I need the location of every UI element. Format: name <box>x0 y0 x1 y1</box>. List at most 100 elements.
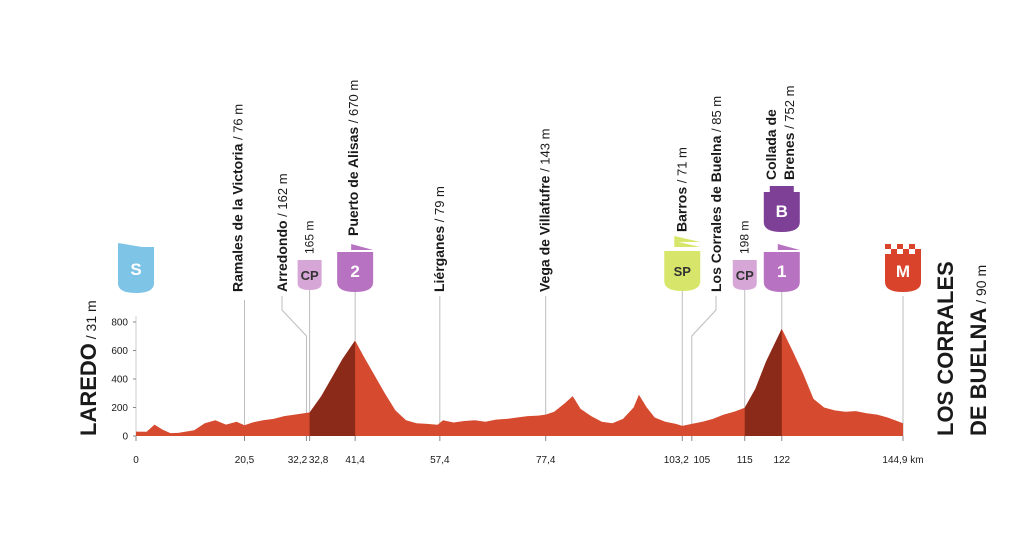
badge-flag-icon <box>777 244 800 250</box>
marker-guides <box>244 290 904 436</box>
checkered-flag-icon <box>885 244 891 249</box>
badge-letter: M <box>896 262 910 281</box>
label-lierganes: Liérganes / 79 m <box>431 186 447 292</box>
x-axis-ticks: 0 20,5 32,2 32,8 41,4 57,4 77,4 103,2 105 115 122 1… <box>133 436 924 466</box>
marker-altitude: / 76 m <box>231 104 246 144</box>
start-finish-places: LAREDO / 31 m LOS CORRALES DE BUELNA / 90 … <box>76 261 991 436</box>
finish-place-label: LOS CORRALES <box>933 261 958 436</box>
badge-category-2-icon <box>337 252 374 292</box>
checkered-flag-icon <box>909 244 915 249</box>
finish-place-name: LOS CORRALES <box>933 261 958 436</box>
badge-finish-icon <box>885 252 921 292</box>
label-puerto-de-alisas: Puerto de Alisas / 670 m <box>345 80 361 236</box>
start-place-altitude: / 31 m <box>83 300 99 343</box>
finish-place-label-2: DE BUELNA / 90 m <box>966 265 991 436</box>
badge-flag-icon <box>674 241 701 247</box>
marker-name: Liérganes <box>431 226 447 292</box>
checkered-flag-icon <box>903 249 909 254</box>
marker-altitude: / 79 m <box>432 186 447 226</box>
guide-line <box>281 296 307 436</box>
badge-letter: CP <box>736 268 754 283</box>
marker-altitude: / 670 m <box>346 80 361 127</box>
checkered-flag-icon <box>915 249 921 254</box>
checkered-flag-icon <box>915 244 921 249</box>
marker-altitude: / 71 m <box>674 147 689 187</box>
badge-letter: CP <box>301 268 319 283</box>
label-barros: Barros / 71 m <box>673 147 689 232</box>
marker-name: Collada de <box>763 109 779 180</box>
x-tick-label: 0 <box>133 455 139 466</box>
finish-place-altitude: / 90 m <box>973 265 989 308</box>
marker-name: Arredondo <box>274 220 290 292</box>
y-axis: 0 200 400 600 800 <box>111 316 137 443</box>
badge-checkpoint-icon <box>297 260 322 290</box>
y-tick-label: 400 <box>111 375 128 386</box>
marker-name: Ramales de la Victoria <box>230 143 246 292</box>
badge-bonus-icon <box>763 192 800 232</box>
y-tick-label: 600 <box>111 346 128 357</box>
finish-place-name: DE BUELNA <box>966 308 991 436</box>
x-tick-label: 77,4 <box>536 455 556 466</box>
checkered-flag-icon <box>885 249 891 254</box>
badge-category-1-icon <box>763 252 800 292</box>
badge-letter: 2 <box>350 262 359 281</box>
marker-badges: S CP 2 SP CP 1 B M <box>118 186 921 293</box>
badge-letter: SP <box>674 264 692 279</box>
label-los-corrales-de-buelna: Los Corrales de Buelna / 85 m <box>708 96 724 292</box>
marker-altitude: / 143 m <box>538 129 553 176</box>
badge-sprint-icon <box>664 251 701 291</box>
checkered-flag-icon <box>903 244 909 249</box>
checkered-flag-icon <box>897 244 903 249</box>
x-tick-label: 41,4 <box>345 455 365 466</box>
badge-letter: 1 <box>777 262 786 281</box>
checkered-flag-icon <box>891 244 897 249</box>
label-collada-de-brenes: Collada de <box>763 109 779 180</box>
badge-letter: S <box>130 260 141 279</box>
marker-altitude: / 85 m <box>709 96 724 136</box>
marker-name: Barros <box>673 187 689 232</box>
checkpoint-altitude: 198 m <box>738 221 752 254</box>
checkpoint-altitude: 165 m <box>303 221 317 254</box>
climb-collada-de-brenes <box>744 328 782 436</box>
marker-labels: Ramales de la Victoria / 76 m Arredondo /… <box>230 80 797 292</box>
badge-start-icon <box>118 247 154 293</box>
x-tick-label: 115 <box>737 455 753 466</box>
y-tick-label: 0 <box>122 432 128 443</box>
start-place-label: LAREDO / 31 m <box>76 300 101 436</box>
badge-bonus-cap-icon <box>769 186 794 192</box>
checkered-flag-icon <box>891 249 897 254</box>
x-tick-label: 32,8 <box>309 455 329 466</box>
marker-name: Puerto de Alisas <box>345 127 361 236</box>
marker-altitude: / 752 m <box>782 86 797 133</box>
y-tick-label: 800 <box>111 318 128 329</box>
badge-flag-icon <box>674 236 701 242</box>
badge-letter: B <box>776 202 788 221</box>
marker-name: Vega de Villafufre <box>537 175 553 292</box>
marker-name: Brenes <box>781 132 797 180</box>
checkered-flag-icon <box>897 249 903 254</box>
marker-name: Los Corrales de Buelna <box>708 135 724 292</box>
x-tick-label: 103,2 <box>664 455 689 466</box>
x-tick-label: 105 <box>693 455 710 466</box>
label-arredondo: Arredondo / 162 m <box>274 173 290 292</box>
profile-area <box>136 328 903 436</box>
badge-checkpoint-icon <box>732 260 757 290</box>
profile-elevation-area <box>136 328 903 436</box>
x-tick-label: 32,2 <box>288 455 308 466</box>
y-tick-label: 200 <box>111 403 128 414</box>
climb-puerto-de-alisas <box>309 340 356 436</box>
marker-altitude: / 162 m <box>275 173 290 220</box>
x-tick-label: 20,5 <box>235 455 255 466</box>
badge-start-flag-icon <box>118 243 154 249</box>
x-tick-label: 144,9 km <box>882 455 923 466</box>
badge-flag-icon <box>351 244 374 250</box>
guide-line <box>691 296 717 436</box>
checkered-flag-icon <box>909 249 915 254</box>
x-tick-label: 57,4 <box>430 455 450 466</box>
label-vega-de-villafufre: Vega de Villafufre / 143 m <box>537 129 553 292</box>
label-ramales: Ramales de la Victoria / 76 m <box>230 104 246 292</box>
start-place-name: LAREDO <box>76 343 101 436</box>
x-tick-label: 122 <box>773 455 790 466</box>
label-collada-de-brenes-2: Brenes / 752 m <box>781 86 797 180</box>
